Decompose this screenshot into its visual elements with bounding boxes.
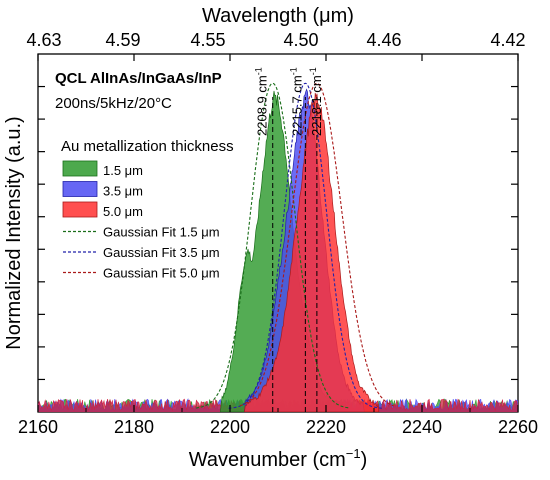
legend-label-1: 1.5 μm	[103, 163, 143, 178]
x2-axis-title: Wavelength (μm)	[202, 5, 354, 27]
peak-label-2: 2215.7 cm-1	[288, 67, 304, 136]
x2-tick-label: 4.46	[366, 30, 401, 50]
legend-swatch-3	[62, 201, 98, 218]
legend-label-6: Gaussian Fit 5.0 μm	[103, 266, 220, 281]
legend-title: Au metallization thickness	[61, 138, 234, 155]
chart-subtitle: 200ns/5kHz/20°C	[55, 95, 172, 112]
legend-label-4: Gaussian Fit 1.5 μm	[103, 225, 220, 240]
gaussian-fit-1	[195, 82, 350, 409]
y-ticks	[38, 85, 518, 381]
legend-swatch-2	[62, 181, 98, 197]
legend-label-5: Gaussian Fit 3.5 μm	[103, 245, 220, 260]
x-ticks: 2160 2180 2200 2220 2240 2260	[18, 54, 538, 437]
x-tick-label: 2260	[498, 417, 538, 437]
x-tick-label: 2220	[306, 417, 346, 437]
legend-swatch-1	[62, 160, 98, 177]
gaussian-fit-layer	[195, 82, 394, 409]
legend-label-2: 3.5 μm	[103, 184, 143, 199]
x2-ticks: 4.63 4.59 4.55 4.50 4.46 4.42	[26, 30, 525, 50]
y-axis-title: Normalized Intensity (a.u.)	[3, 116, 25, 349]
series-area-3	[244, 92, 380, 412]
x2-tick-label: 4.55	[190, 30, 225, 50]
x2-tick-label: 4.63	[26, 30, 61, 50]
gaussian-fit-3	[239, 82, 394, 407]
x-tick-label: 2160	[18, 417, 58, 437]
x2-tick-label: 4.42	[490, 30, 525, 50]
gaussian-fit-2	[228, 82, 383, 409]
peak-label-3: 2218.1 cm-1	[308, 67, 324, 136]
x-tick-label: 2200	[210, 417, 250, 437]
legend: 1.5 μm 3.5 μm 5.0 μm Gaussian Fit 1.5 μm Gau…	[62, 160, 220, 281]
legend-label-3: 5.0 μm	[103, 204, 143, 219]
peak-label-1: 2208.9 cm-1	[254, 67, 270, 136]
x-tick-label: 2240	[402, 417, 442, 437]
x2-tick-label: 4.59	[105, 30, 140, 50]
peak-lines	[272, 97, 318, 412]
chart-title: QCL AlInAs/InGaAs/InP	[55, 70, 222, 87]
x-tick-label: 2180	[114, 417, 154, 437]
x2-tick-label: 4.50	[283, 30, 318, 50]
x-axis-title: Wavenumber (cm−1)	[189, 446, 368, 471]
